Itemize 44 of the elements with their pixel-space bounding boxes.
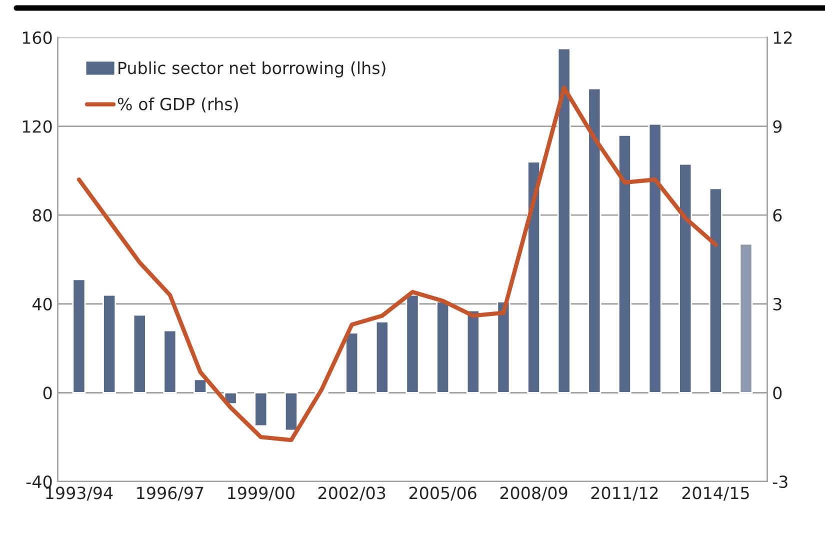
bar (648, 123, 662, 394)
x-tick-label: 1996/97 (137, 486, 204, 501)
bar (708, 188, 722, 394)
bar (436, 300, 450, 394)
y2-tick-label: 0 (773, 386, 782, 400)
bar (254, 392, 268, 427)
y2-tick-label: 6 (773, 209, 782, 222)
legend-label: Public sector net borrowing (lhs) (118, 61, 386, 78)
y-tick-label: 40 (32, 298, 52, 310)
bar (618, 134, 632, 394)
bar (375, 320, 389, 394)
bar (406, 294, 420, 394)
bar (284, 392, 298, 432)
x-tick-label: 2014/15 (682, 486, 749, 501)
legend-label: % of GDP (rhs) (118, 97, 238, 112)
y2-tick-label: 9 (773, 120, 782, 133)
bar (132, 314, 146, 394)
bar (588, 88, 602, 394)
y2-tick-label: -3 (772, 475, 788, 488)
y2-tick-label: 12 (774, 31, 792, 44)
bar (163, 330, 177, 394)
bar (193, 378, 208, 394)
bar (496, 300, 510, 394)
x-tick-label: 2011/12 (591, 486, 658, 501)
x-tick-label: 2002/03 (318, 486, 386, 501)
bar (527, 161, 541, 394)
x-tick-label: 1993/94 (46, 486, 113, 501)
x-tick-label: 2008/09 (500, 486, 568, 501)
y-tick-label: 120 (22, 120, 52, 133)
y-tick-label: 80 (32, 209, 52, 222)
y-tick-label: 0 (43, 386, 52, 400)
y-tick-label: -40 (26, 475, 52, 488)
y2-tick-label: 3 (773, 298, 782, 310)
bar (102, 294, 116, 394)
x-tick-label: 1999/00 (228, 486, 294, 501)
bar (72, 278, 86, 394)
bar (557, 48, 571, 394)
bar (678, 163, 692, 394)
line-series (76, 86, 718, 442)
y-tick-label: 160 (22, 31, 52, 44)
bar (345, 332, 359, 394)
bar (739, 243, 753, 394)
x-tick-label: 2005/06 (409, 486, 476, 501)
bar (466, 310, 480, 394)
